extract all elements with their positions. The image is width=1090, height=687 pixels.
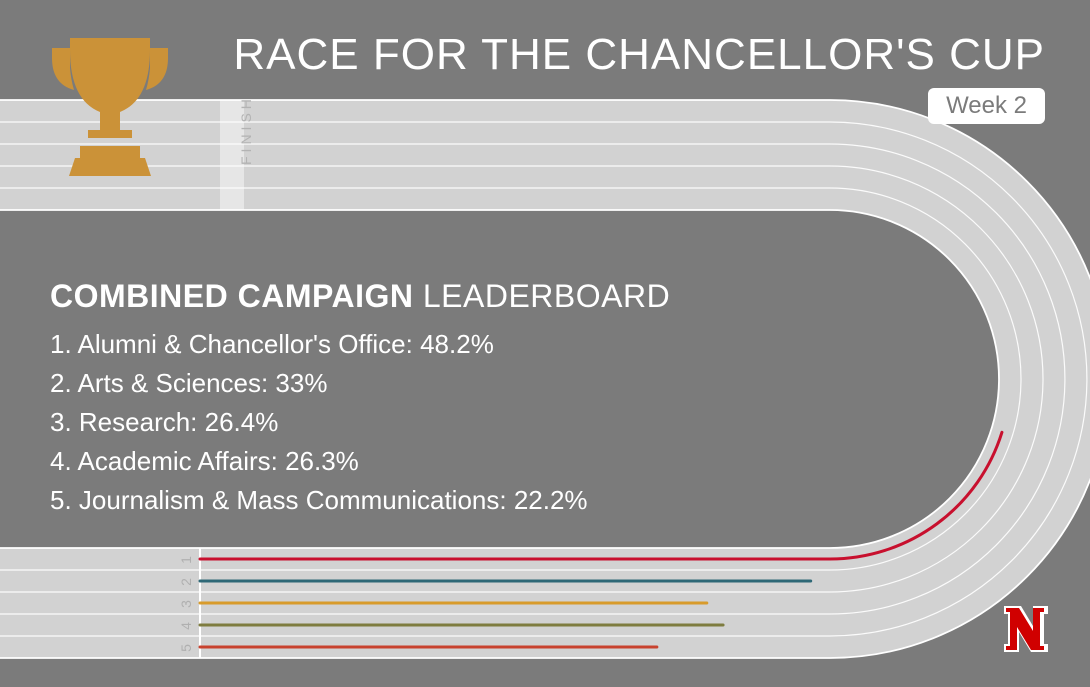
main-title: RACE FOR THE CHANCELLOR'S CUP <box>233 30 1045 80</box>
lane-number: 5 <box>178 644 194 652</box>
lane-number: 4 <box>178 622 194 630</box>
leaderboard-row: 4. Academic Affairs: 26.3% <box>50 442 670 481</box>
lane-number: 3 <box>178 600 194 608</box>
lane-number: 1 <box>178 556 194 564</box>
trophy-icon <box>45 28 175 183</box>
week-badge: Week 2 <box>928 88 1045 124</box>
leaderboard-row: 5. Journalism & Mass Communications: 22.… <box>50 481 670 520</box>
lane-number: 2 <box>178 578 194 586</box>
finish-label: FINISH <box>238 95 254 165</box>
leaderboard-row: 1. Alumni & Chancellor's Office: 48.2% <box>50 325 670 364</box>
leaderboard-title-light: LEADERBOARD <box>413 278 670 314</box>
leaderboard: COMBINED CAMPAIGN LEADERBOARD 1. Alumni … <box>50 278 670 520</box>
leaderboard-title-bold: COMBINED CAMPAIGN <box>50 278 413 314</box>
leaderboard-row: 2. Arts & Sciences: 33% <box>50 364 670 403</box>
nebraska-logo-icon <box>1002 604 1050 659</box>
leaderboard-title: COMBINED CAMPAIGN LEADERBOARD <box>50 278 670 315</box>
leaderboard-row: 3. Research: 26.4% <box>50 403 670 442</box>
